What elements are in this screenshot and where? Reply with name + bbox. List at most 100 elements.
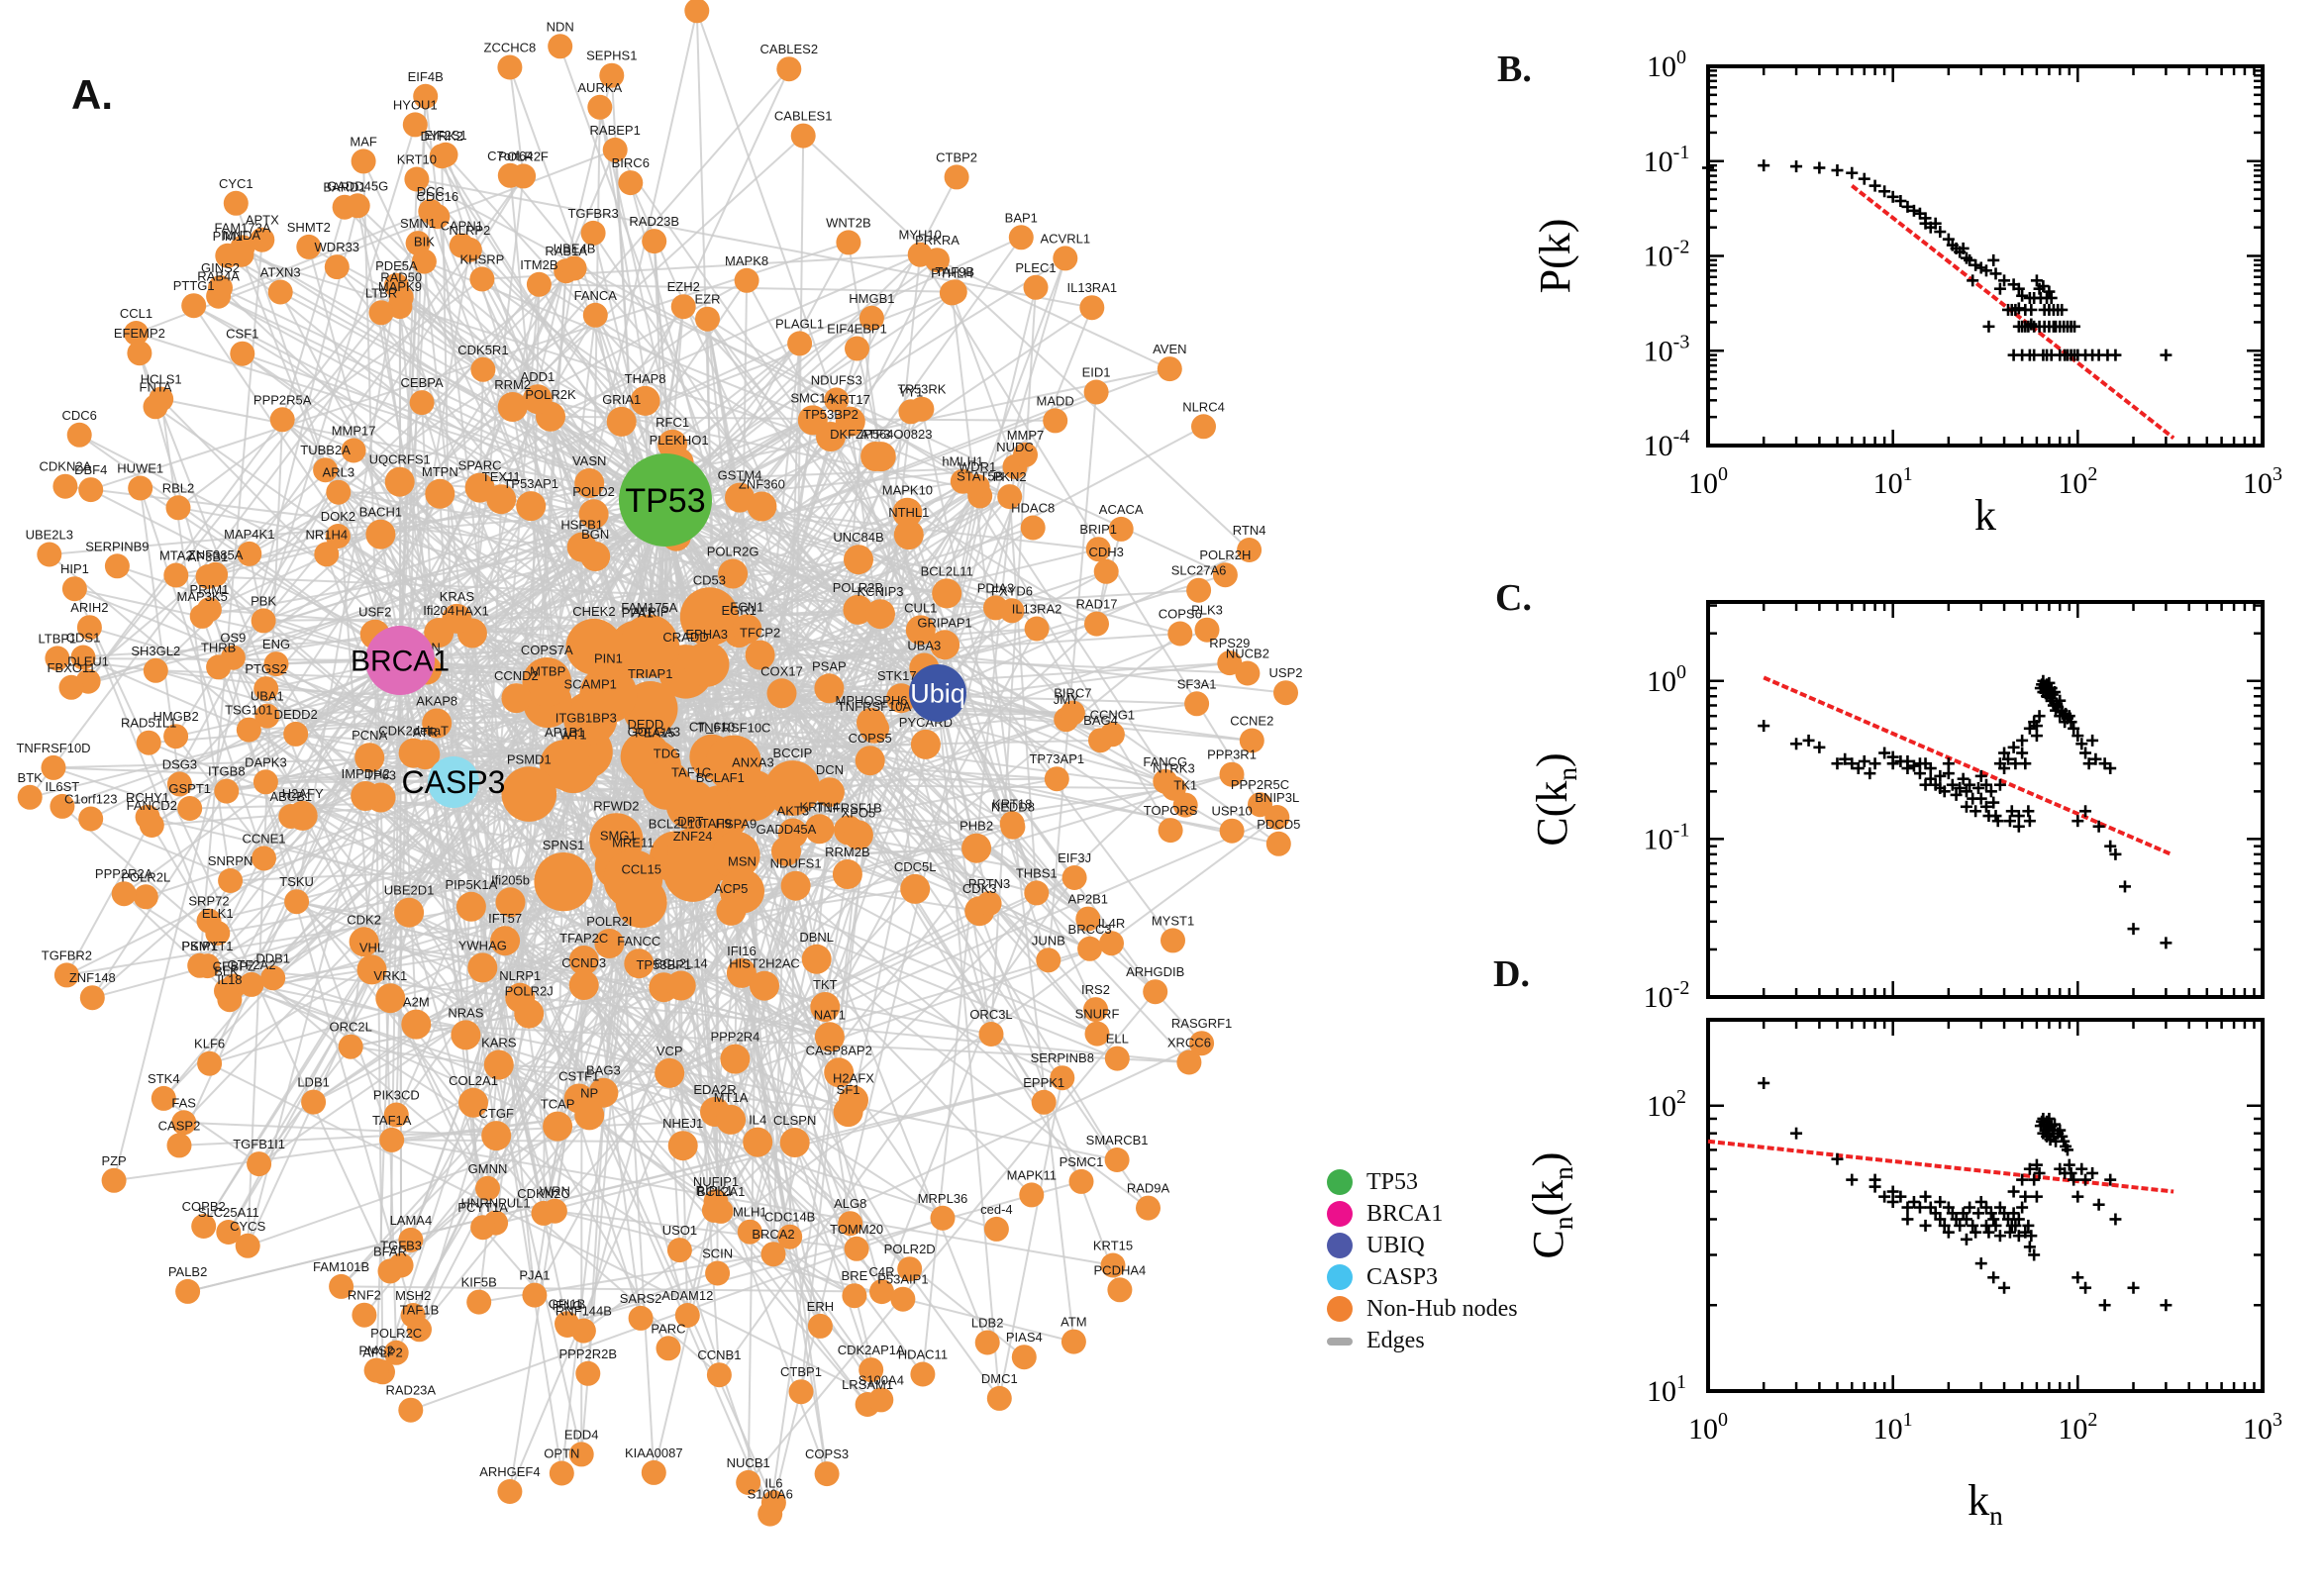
gene-node-PRKRA[interactable] bbox=[925, 248, 950, 273]
gene-node-HDAC8[interactable] bbox=[1020, 515, 1046, 541]
gene-node-DEDD2[interactable] bbox=[283, 721, 309, 747]
gene-node-FANCC[interactable] bbox=[624, 948, 655, 979]
gene-node-VCP[interactable] bbox=[655, 1057, 685, 1088]
gene-node-HYOU1[interactable] bbox=[402, 112, 428, 138]
gene-node-KLF6[interactable] bbox=[197, 1050, 223, 1076]
gene-node-HDAC11[interactable] bbox=[910, 1361, 936, 1387]
gene-node-PIK3CD[interactable] bbox=[383, 1102, 409, 1128]
gene-node-EPHA3[interactable] bbox=[683, 642, 730, 687]
gene-node-NRAS[interactable] bbox=[451, 1020, 481, 1050]
gene-node-NUCB1[interactable] bbox=[736, 1469, 761, 1495]
gene-node-SNURF[interactable] bbox=[1084, 1021, 1110, 1047]
gene-node-CTGF[interactable] bbox=[481, 1121, 512, 1151]
gene-node-WDR33[interactable] bbox=[324, 254, 350, 280]
gene-node-IRS2[interactable] bbox=[1083, 997, 1108, 1023]
gene-node-THRB[interactable] bbox=[206, 654, 232, 680]
gene-node-PKN2[interactable] bbox=[997, 484, 1023, 510]
gene-node-CTCFL[interactable] bbox=[684, 0, 710, 24]
gene-node-LAMA4[interactable] bbox=[398, 1227, 424, 1252]
gene-node-POLR2G[interactable] bbox=[718, 558, 749, 589]
gene-node-BFAR[interactable] bbox=[377, 1258, 403, 1284]
gene-node-MRPL36[interactable] bbox=[930, 1205, 956, 1231]
gene-node-NDUFS3[interactable] bbox=[824, 387, 850, 413]
gene-node-CYC1[interactable] bbox=[223, 190, 249, 216]
gene-node-TFAP2C[interactable] bbox=[568, 946, 599, 975]
gene-node-HMGB1[interactable] bbox=[858, 305, 884, 331]
gene-node-DCN[interactable] bbox=[814, 777, 845, 808]
gene-node-SPARC[interactable] bbox=[464, 472, 495, 503]
gene-node-CASP2[interactable] bbox=[166, 1133, 192, 1158]
gene-node-MAPK8[interactable] bbox=[734, 267, 759, 293]
gene-node-VHL[interactable] bbox=[356, 954, 387, 985]
gene-node-CLSPN[interactable] bbox=[779, 1128, 810, 1157]
gene-node-KCNIP3[interactable] bbox=[865, 599, 895, 630]
gene-node-WDR1[interactable] bbox=[964, 473, 990, 499]
gene-node-CASP8AP2[interactable] bbox=[824, 1057, 855, 1088]
gene-node-ARL3[interactable] bbox=[326, 479, 352, 505]
gene-node-HIST2H2AC[interactable] bbox=[750, 970, 779, 1001]
gene-node-SNRPN[interactable] bbox=[218, 868, 244, 893]
gene-node-PDCD5[interactable] bbox=[1265, 831, 1291, 856]
gene-node-PHB2[interactable] bbox=[961, 833, 992, 863]
gene-node-BRE[interactable] bbox=[842, 1283, 867, 1309]
gene-node-TUBB2A[interactable] bbox=[313, 457, 339, 483]
gene-node-USP2[interactable] bbox=[1273, 680, 1298, 706]
gene-node-MLH1[interactable] bbox=[737, 1219, 762, 1245]
gene-node-USP10[interactable] bbox=[1219, 818, 1245, 844]
gene-node-MADD[interactable] bbox=[1043, 408, 1068, 434]
gene-node-MMP17[interactable] bbox=[341, 438, 366, 463]
gene-node-TNFRSF10D[interactable] bbox=[41, 754, 66, 780]
gene-node-RAD23A[interactable] bbox=[398, 1397, 424, 1423]
gene-node-PTTG1[interactable] bbox=[181, 293, 207, 319]
gene-node-KHSRP[interactable] bbox=[469, 266, 495, 292]
gene-node-POLD2[interactable] bbox=[578, 499, 609, 530]
gene-node-PDE5A[interactable] bbox=[383, 272, 409, 298]
gene-node-RPS29[interactable] bbox=[1217, 650, 1243, 676]
gene-node-EDD4[interactable] bbox=[568, 1442, 594, 1467]
gene-node-PIN1[interactable] bbox=[579, 665, 638, 724]
gene-node-P53AIP1[interactable] bbox=[890, 1286, 916, 1312]
gene-node-PSMC1[interactable] bbox=[1068, 1168, 1094, 1194]
gene-node-CDC5L[interactable] bbox=[900, 873, 931, 904]
gene-node-RTN4[interactable] bbox=[1237, 538, 1262, 562]
gene-node-RABEP1[interactable] bbox=[602, 137, 628, 162]
gene-node-POLR2L[interactable] bbox=[133, 884, 158, 910]
gene-node-POLR2J[interactable] bbox=[514, 998, 545, 1029]
gene-node-NR1H4[interactable] bbox=[314, 542, 340, 567]
gene-node-UBE4B[interactable] bbox=[561, 255, 587, 281]
gene-node-UBE2L3[interactable] bbox=[37, 542, 62, 567]
gene-node-ABCB1[interactable] bbox=[278, 804, 304, 829]
gene-node-CD53[interactable] bbox=[679, 587, 739, 647]
gene-node-DYRK2[interactable] bbox=[429, 144, 454, 169]
gene-node-LDB1[interactable] bbox=[301, 1089, 327, 1115]
gene-node-STK4[interactable] bbox=[151, 1085, 176, 1111]
hub-node-brca1[interactable] bbox=[365, 626, 435, 695]
gene-node-DOK2[interactable] bbox=[325, 524, 351, 549]
gene-node-MTA2[interactable] bbox=[163, 562, 189, 588]
gene-node-S100A6[interactable] bbox=[758, 1501, 783, 1527]
gene-node-SH3GL2[interactable] bbox=[143, 657, 168, 683]
gene-node-FXYD6[interactable] bbox=[999, 598, 1025, 624]
gene-node-PLK3[interactable] bbox=[1194, 617, 1220, 643]
gene-node-CDH3[interactable] bbox=[1093, 558, 1119, 584]
gene-node-HIP1[interactable] bbox=[61, 576, 87, 602]
gene-node-PCYT1A[interactable] bbox=[470, 1215, 496, 1241]
gene-node-EPPK1[interactable] bbox=[1031, 1089, 1057, 1115]
gene-node-POLR2H[interactable] bbox=[1212, 562, 1238, 588]
gene-node-EFEMP2[interactable] bbox=[127, 341, 152, 366]
gene-node-ARHGDIB[interactable] bbox=[1143, 979, 1168, 1005]
gene-node-Ifi205b[interactable] bbox=[495, 887, 526, 918]
gene-node-RAD23B[interactable] bbox=[642, 229, 667, 254]
gene-node-CABLES2[interactable] bbox=[776, 56, 802, 82]
gene-node-MT1A[interactable] bbox=[716, 1104, 747, 1135]
gene-node-AP1B1[interactable] bbox=[540, 740, 590, 790]
gene-node-MAP4K1[interactable] bbox=[237, 541, 262, 566]
gene-node-PSAP[interactable] bbox=[814, 673, 845, 704]
gene-node-IL6ST[interactable] bbox=[50, 793, 75, 819]
gene-node-TAF1A[interactable] bbox=[379, 1127, 405, 1152]
gene-node-CUL1[interactable] bbox=[905, 615, 936, 646]
gene-node-GINS2[interactable] bbox=[208, 275, 233, 301]
gene-node-PIAS4[interactable] bbox=[1011, 1345, 1037, 1370]
gene-node-ERH[interactable] bbox=[807, 1313, 833, 1339]
gene-node-CTBP2[interactable] bbox=[944, 164, 969, 190]
